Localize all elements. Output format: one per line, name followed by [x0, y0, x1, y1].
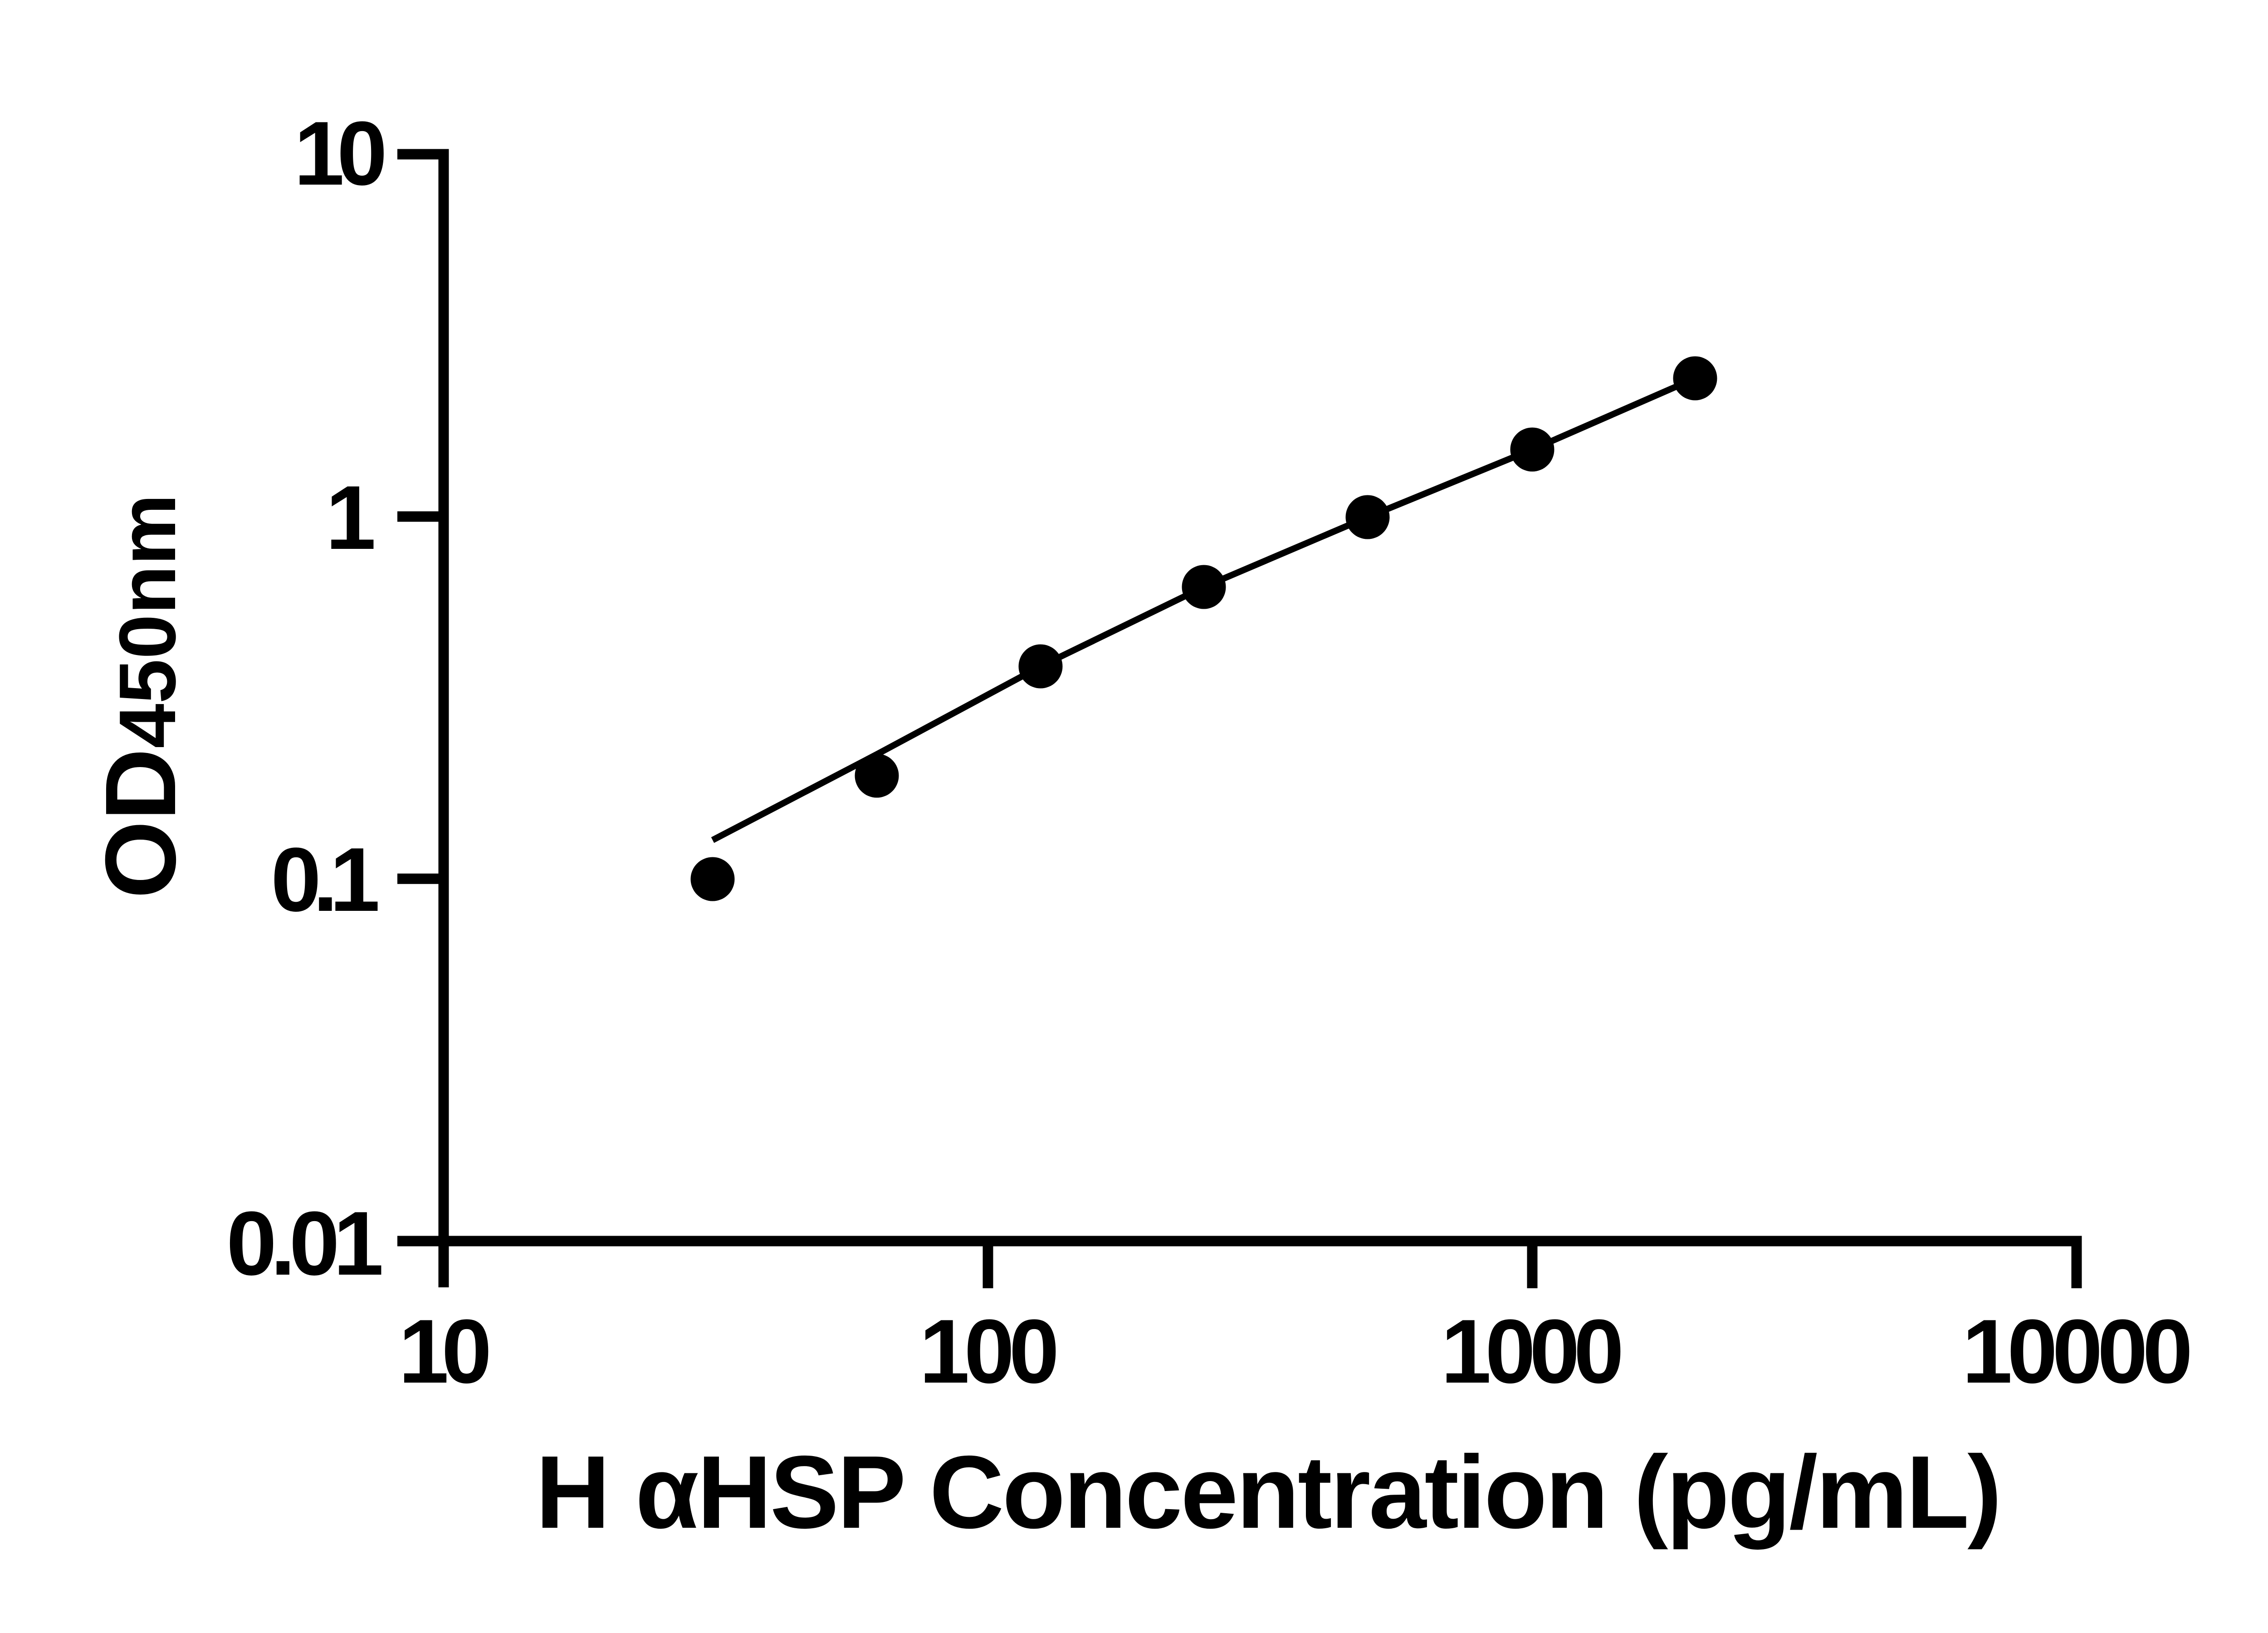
svg-text:10: 10: [399, 1301, 492, 1402]
svg-text:H αHSP Concentration (pg/mL): H αHSP Concentration (pg/mL): [536, 1435, 2000, 1550]
svg-text:100: 100: [919, 1301, 1060, 1402]
svg-text:10: 10: [294, 103, 387, 204]
svg-text:0.1: 0.1: [271, 829, 380, 930]
svg-text:10000: 10000: [1962, 1301, 2193, 1402]
svg-text:0.01: 0.01: [226, 1193, 384, 1294]
svg-text:1: 1: [326, 467, 376, 568]
svg-text:OD450nm: OD450nm: [84, 494, 196, 899]
svg-text:1000: 1000: [1441, 1301, 1624, 1402]
